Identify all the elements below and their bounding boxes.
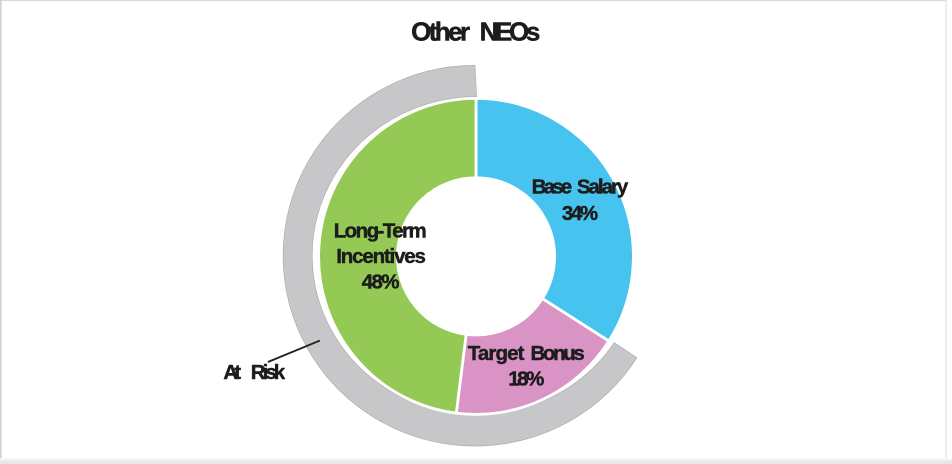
svg-text:Risk: Risk	[251, 361, 286, 384]
svg-text:NEOs: NEOs	[480, 17, 541, 47]
svg-text:Target: Target	[468, 342, 525, 365]
svg-text:Other: Other	[411, 17, 470, 47]
svg-text:Incentives: Incentives	[336, 245, 426, 268]
svg-text:Bonus: Bonus	[531, 342, 585, 365]
svg-text:48%: 48%	[362, 270, 400, 293]
svg-text:Salary: Salary	[577, 176, 629, 199]
svg-text:34%: 34%	[562, 202, 598, 225]
svg-text:Base: Base	[532, 176, 573, 199]
svg-text:At: At	[223, 361, 241, 384]
svg-text:Long-Term: Long-Term	[334, 220, 427, 243]
svg-text:18%: 18%	[508, 367, 544, 390]
